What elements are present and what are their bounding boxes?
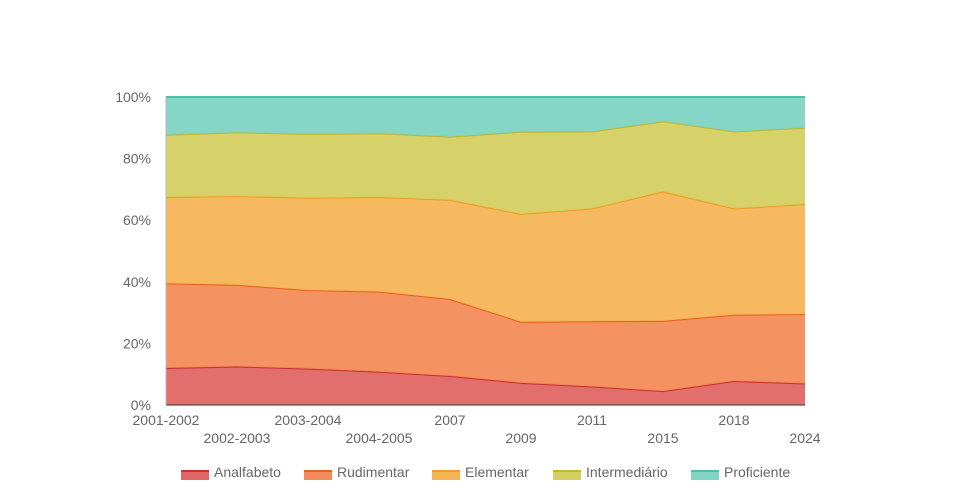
y-tick-label: 40% [123, 274, 151, 290]
area-proficiente [166, 97, 805, 137]
area-rudimentar [166, 283, 805, 392]
area-series [165, 96, 806, 405]
area-analfabeto [166, 366, 805, 405]
legend-item[interactable]: Analfabeto [181, 464, 281, 480]
legend-label: Intermediário [586, 464, 668, 480]
y-tick-label: 100% [115, 89, 151, 105]
legend-label: Analfabeto [214, 464, 281, 480]
legend-swatch [181, 470, 209, 480]
y-tick-label: 20% [123, 335, 151, 351]
x-tick-label: 2024 [789, 430, 820, 446]
legend-item[interactable]: Intermediário [553, 464, 668, 480]
y-tick-label: 0% [131, 397, 151, 413]
x-tick-label: 2003-2004 [275, 412, 342, 428]
x-tick-label: 2004-2005 [346, 430, 413, 446]
legend-item[interactable]: Proficiente [691, 464, 790, 480]
legend-label: Elementar [465, 464, 529, 480]
y-axis-tick-labels: 0% 20% 40% 60% 80% 100% [115, 89, 151, 413]
x-tick-label: 2009 [505, 430, 536, 446]
legend-swatch [553, 470, 581, 480]
x-tick-label: 2018 [718, 412, 749, 428]
legend: Analfabeto Rudimentar Elementar Intermediár… [181, 464, 790, 480]
legend-item[interactable]: Elementar [432, 464, 529, 480]
legend-label: Proficiente [724, 464, 790, 480]
legend-swatch [691, 470, 719, 480]
legend-item[interactable]: Rudimentar [304, 464, 410, 480]
x-tick-label: 2011 [577, 412, 607, 428]
legend-label: Rudimentar [337, 464, 410, 480]
legend-swatch [432, 470, 460, 480]
axes [165, 97, 805, 406]
area-elementar [166, 191, 805, 322]
y-tick-label: 80% [123, 151, 151, 167]
y-tick-label: 60% [123, 212, 151, 228]
x-tick-label: 2007 [434, 412, 465, 428]
legend-swatch [304, 470, 332, 480]
area-intermediario [166, 121, 805, 215]
x-tick-label: 2002-2003 [204, 430, 271, 446]
x-tick-label: 2001-2002 [133, 412, 200, 428]
x-tick-label: 2015 [647, 430, 678, 446]
